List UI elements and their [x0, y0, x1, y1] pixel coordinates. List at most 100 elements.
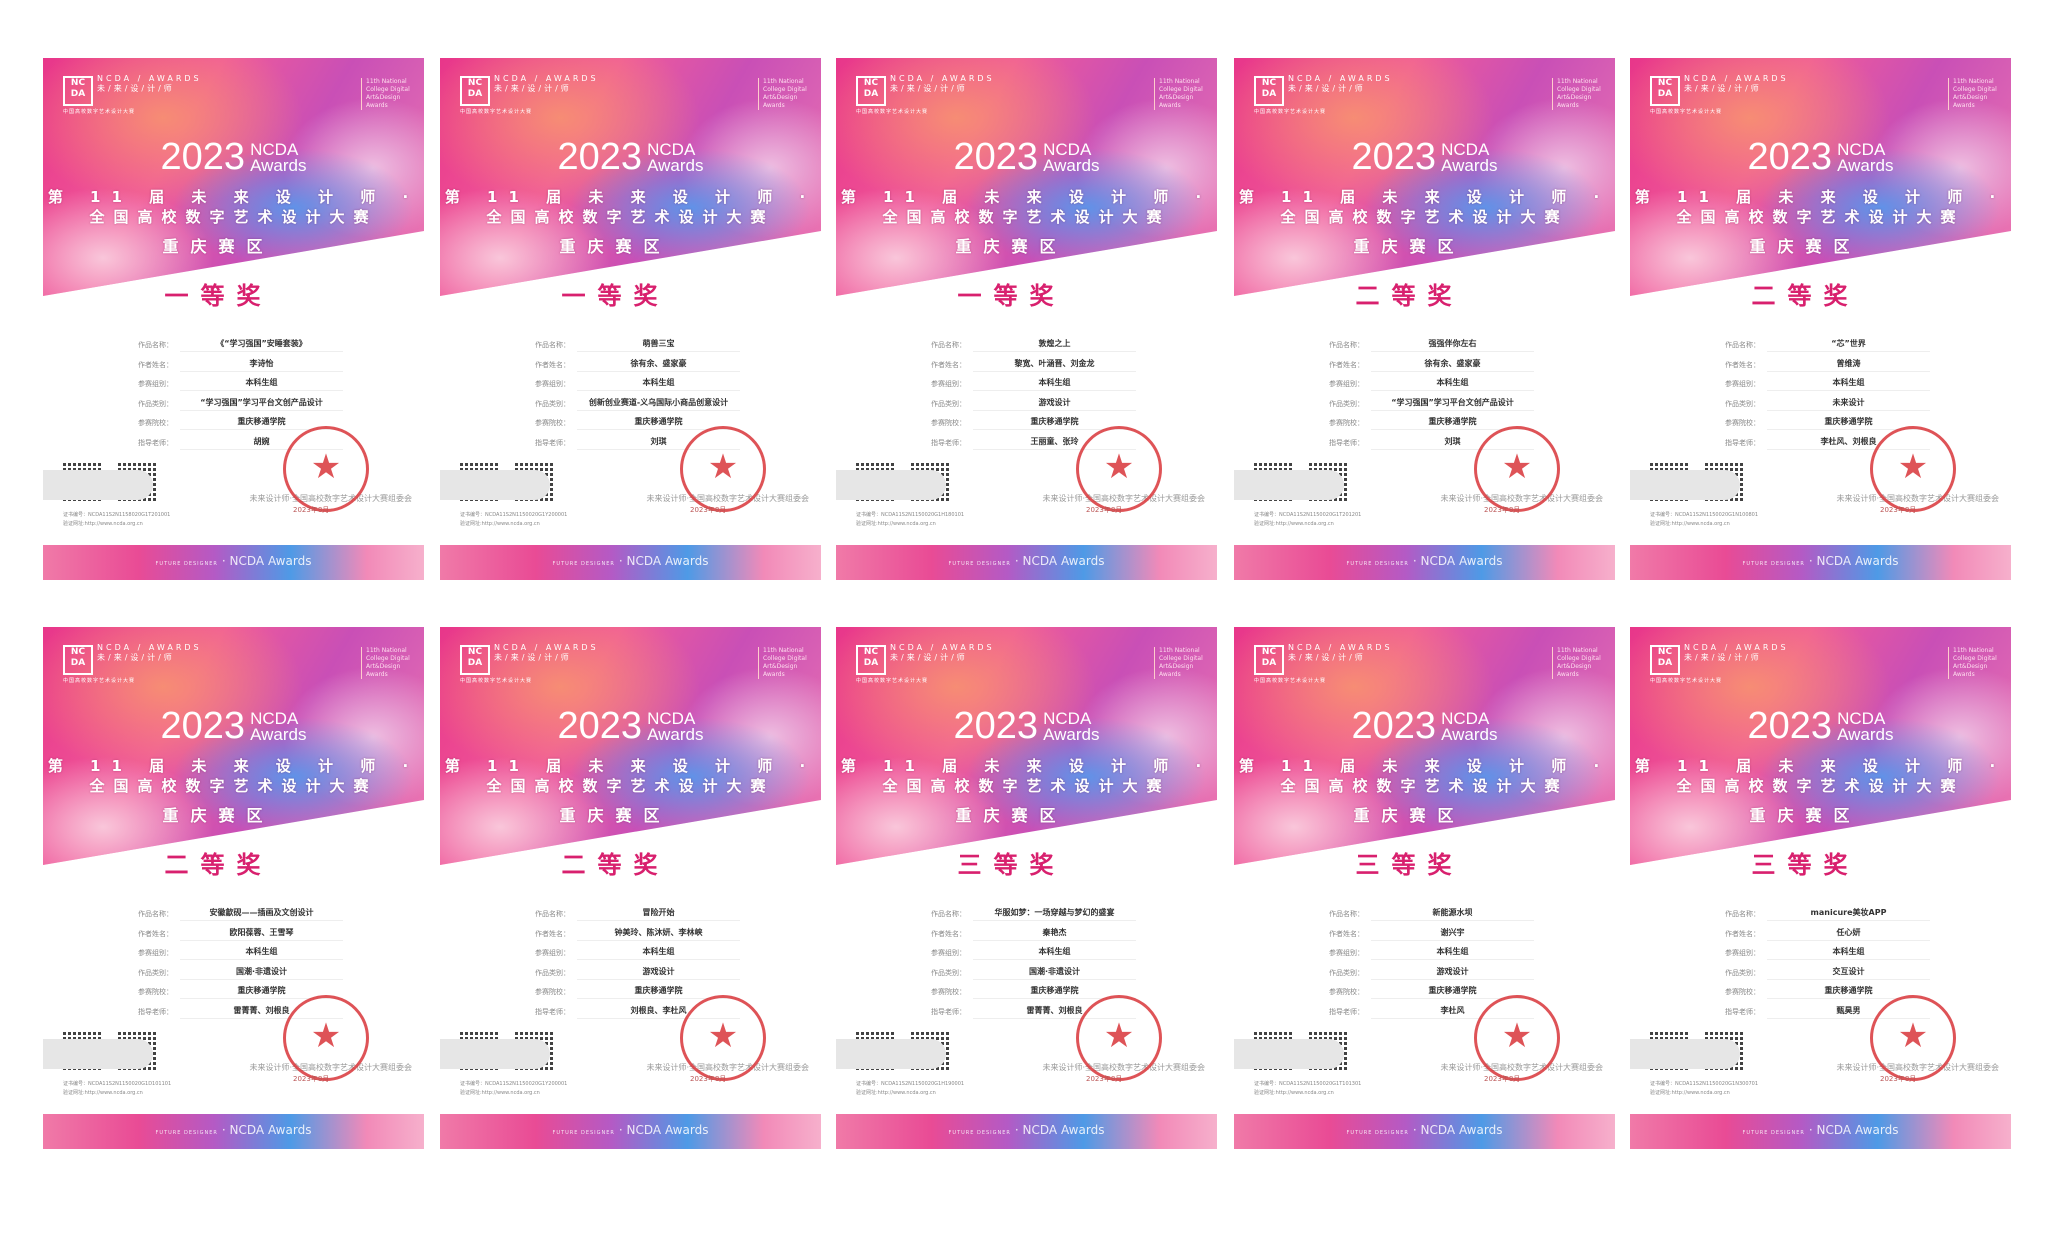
title-line-2: 全国高校数字艺术设计大赛: [89, 777, 378, 795]
footer-band: FUTURE DESIGNER · NCDA Awards: [836, 1114, 1217, 1149]
logo-subtitle: 中国高校数字艺术设计大赛: [1650, 109, 1723, 115]
field-value: 敦煌之上: [973, 338, 1136, 352]
star-icon: ★: [1103, 1016, 1135, 1056]
certificate: NC DA NCDA / AWARDS 未/来/设/计/师 中国高校数字艺术设计大…: [1234, 58, 1615, 580]
ncda-logo: NC DA: [1650, 76, 1680, 106]
field-label: 参赛组别：: [931, 949, 966, 957]
ncda-logo: NC DA: [1254, 645, 1284, 675]
field-label: 参赛院校：: [1725, 419, 1760, 427]
field-label: 参赛院校：: [535, 988, 570, 996]
field-value: 重庆移通学院: [180, 985, 343, 999]
field-value: “学习强国”学习平台文创产品设计: [180, 397, 343, 411]
field-row: 作品名称： 华服如梦：一场穿越与梦幻的盛宴: [931, 905, 1136, 925]
field-label: 作品名称：: [931, 341, 966, 349]
field-value: 重庆移通学院: [973, 416, 1136, 430]
event-logo: 2023 NCDA Awards: [557, 136, 704, 178]
field-value: 国潮·非遗设计: [180, 966, 343, 980]
star-icon: ★: [1501, 447, 1533, 487]
field-label: 作品类别：: [1329, 399, 1364, 408]
award-level: 二等奖: [1355, 282, 1464, 310]
event-logo: 2023 NCDA Awards: [1747, 705, 1894, 747]
certificate-fields: 作品名称： 萌兽三宝 作者姓名： 徐有余、盛家豪 参赛组别： 本科生组 作品类别： 创新…: [535, 336, 740, 454]
award-level: 一等奖: [957, 282, 1066, 310]
title-line-1: 第 11 届 未 来 设 计 师 ·: [47, 188, 420, 206]
region-title: 重庆赛区: [1749, 806, 1862, 825]
field-row: 参赛组别： 本科生组: [1329, 944, 1534, 964]
award-level: 三等奖: [1355, 851, 1464, 879]
field-row: 参赛组别： 本科生组: [1725, 375, 1930, 395]
redaction-blur: [1630, 470, 1740, 500]
field-label: 指导老师：: [1725, 438, 1760, 447]
award-level: 二等奖: [561, 851, 670, 879]
certificate-header-graphic: NC DA NCDA / AWARDS 未/来/设/计/师 中国高校数字艺术设计大…: [1630, 58, 2011, 296]
logo-text: NCDA / AWARDS 未/来/设/计/师: [97, 74, 202, 93]
field-row: 指导老师： 李杜风、刘根良: [1725, 434, 1930, 454]
title-line-1: 第 11 届 未 来 设 计 师 ·: [840, 188, 1213, 206]
region-title: 重庆赛区: [1353, 237, 1466, 256]
english-tagline: 11th National College Digital Art&Design…: [1552, 78, 1613, 110]
redaction-blur: [836, 1039, 946, 1069]
field-row: 指导老师： 李杜风: [1329, 1003, 1534, 1023]
region-title: 重庆赛区: [162, 806, 275, 825]
field-value: 游戏设计: [973, 397, 1136, 411]
field-value: 冒险开始: [577, 907, 740, 921]
issue-date: 2023年8月: [1484, 506, 1521, 514]
issue-date: 2023年8月: [1086, 506, 1123, 514]
field-value: 重庆移通学院: [1371, 416, 1534, 430]
field-label: 作品类别：: [535, 399, 570, 408]
footer-band: FUTURE DESIGNER · NCDA Awards: [43, 545, 424, 580]
field-row: 作品名称： 冒险开始: [535, 905, 740, 925]
field-label: 作者姓名：: [1725, 929, 1760, 938]
field-row: 参赛组别： 本科生组: [535, 375, 740, 395]
field-row: 参赛院校： 重庆移通学院: [138, 983, 343, 1003]
field-value: 新能源水坝: [1371, 907, 1534, 921]
field-row: 参赛院校： 重庆移通学院: [1725, 983, 1930, 1003]
field-label: 参赛组别：: [1725, 380, 1760, 388]
field-value: 雷菁菁、刘根良: [973, 1005, 1136, 1019]
star-icon: ★: [310, 1016, 342, 1056]
certificate-header-graphic: NC DA NCDA / AWARDS 未/来/设/计/师 中国高校数字艺术设计大…: [43, 58, 424, 296]
field-label: 作品名称：: [1329, 910, 1364, 918]
field-row: 作品类别： 交互设计: [1725, 964, 1930, 984]
field-value: 重庆移通学院: [1767, 985, 1930, 999]
field-value: 本科生组: [1767, 946, 1930, 960]
event-logo: 2023 NCDA Awards: [1351, 136, 1498, 178]
certificate-fields: 作品名称： “芯”世界 作者姓名： 曾维涛 参赛组别： 本科生组 作品类别： 未来设计 …: [1725, 336, 1930, 454]
field-row: 作品类别： 游戏设计: [1329, 964, 1534, 984]
field-row: 参赛院校： 重庆移通学院: [1725, 414, 1930, 434]
certificate-header-graphic: NC DA NCDA / AWARDS 未/来/设/计/师 中国高校数字艺术设计大…: [440, 627, 821, 865]
star-icon: ★: [310, 447, 342, 487]
field-label: 指导老师：: [1725, 1007, 1760, 1016]
field-value: 未来设计: [1767, 397, 1930, 411]
field-label: 作品名称：: [138, 341, 173, 349]
field-label: 作品类别：: [1725, 968, 1760, 977]
certificate-fields: 作品名称： 新能源水坝 作者姓名： 谢兴宇 参赛组别： 本科生组 作品类别： 游戏设计 …: [1329, 905, 1534, 1023]
field-row: 作者姓名： 钟美玲、陈沐妍、李林峡: [535, 925, 740, 945]
region-title: 重庆赛区: [559, 806, 672, 825]
issue-date: 2023年8月: [690, 506, 727, 514]
field-value: “芯”世界: [1767, 338, 1930, 352]
field-value: 本科生组: [577, 946, 740, 960]
field-row: 作品类别： 未来设计: [1725, 395, 1930, 415]
field-row: 指导老师： 刘琪: [535, 434, 740, 454]
official-seal: ★: [1076, 995, 1162, 1081]
certificate-fields: 作品名称： 《“学习强国”安睡套装》 作者姓名： 李诗怡 参赛组别： 本科生组 作品类…: [138, 336, 343, 453]
field-value: 胡婉: [180, 436, 343, 450]
logo-text: NCDA / AWARDS 未/来/设/计/师: [494, 74, 599, 93]
event-logo: 2023 NCDA Awards: [953, 705, 1100, 747]
field-row: 参赛组别： 本科生组: [138, 375, 343, 395]
logo-subtitle: 中国高校数字艺术设计大赛: [856, 109, 929, 115]
field-value: 游戏设计: [1371, 966, 1534, 980]
title-line-2: 全国高校数字艺术设计大赛: [1280, 777, 1569, 795]
title-line-2: 全国高校数字艺术设计大赛: [1676, 208, 1965, 226]
event-logo: 2023 NCDA Awards: [1747, 136, 1894, 178]
certificate-fields: 作品名称： 安徽歙砚——插画及文创设计 作者姓名： 欧阳葆蓉、王雪琴 参赛组别： 本科…: [138, 905, 343, 1022]
field-value: 本科生组: [1371, 377, 1534, 391]
ncda-logo: NC DA: [460, 645, 490, 675]
field-value: 游戏设计: [577, 966, 740, 980]
field-row: 作者姓名： 任心妍: [1725, 925, 1930, 945]
star-icon: ★: [1897, 447, 1929, 487]
award-level: 三等奖: [957, 851, 1066, 879]
field-value: 徐有余、盛家豪: [1371, 358, 1534, 372]
title-line-1: 第 11 届 未 来 设 计 师 ·: [47, 757, 420, 775]
